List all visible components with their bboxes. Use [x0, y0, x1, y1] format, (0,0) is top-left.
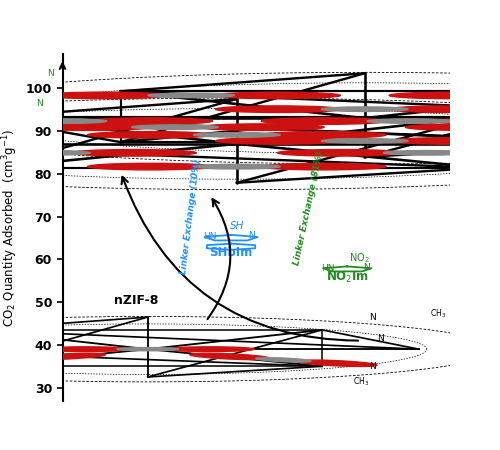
Ellipse shape — [88, 163, 213, 170]
Ellipse shape — [322, 107, 408, 112]
Y-axis label: CO$_2$ Quantity Adsorbed  (cm$^3$g$^{-1}$): CO$_2$ Quantity Adsorbed (cm$^3$g$^{-1}$… — [0, 128, 20, 327]
Text: NO$_2$: NO$_2$ — [348, 251, 369, 265]
Text: Linker Exchange (81%): Linker Exchange (81%) — [292, 150, 325, 266]
Ellipse shape — [216, 138, 341, 144]
Ellipse shape — [199, 124, 324, 130]
Ellipse shape — [215, 92, 340, 99]
Ellipse shape — [190, 353, 270, 360]
Ellipse shape — [261, 131, 386, 138]
Ellipse shape — [261, 163, 386, 170]
Text: SHbIm: SHbIm — [210, 247, 252, 259]
Text: CH$_3$: CH$_3$ — [430, 308, 446, 320]
Ellipse shape — [278, 149, 403, 156]
Ellipse shape — [194, 164, 280, 169]
Text: N: N — [369, 362, 376, 371]
Ellipse shape — [26, 353, 106, 360]
Text: nZIF-8: nZIF-8 — [114, 294, 158, 307]
Ellipse shape — [132, 125, 218, 130]
Ellipse shape — [0, 358, 40, 362]
Text: HN: HN — [321, 264, 334, 273]
Text: N: N — [46, 69, 54, 78]
Text: Linker Exchange (10%): Linker Exchange (10%) — [179, 158, 202, 275]
Text: N: N — [369, 313, 376, 322]
Ellipse shape — [216, 106, 341, 112]
Ellipse shape — [42, 92, 167, 99]
Ellipse shape — [41, 347, 130, 351]
Ellipse shape — [256, 358, 311, 362]
Ellipse shape — [495, 93, 500, 98]
Ellipse shape — [388, 138, 500, 144]
Ellipse shape — [4, 151, 90, 155]
Ellipse shape — [194, 133, 280, 137]
Ellipse shape — [434, 118, 500, 124]
Text: NO$_2$Im: NO$_2$Im — [326, 270, 369, 285]
Text: N: N — [36, 99, 43, 108]
Text: N: N — [377, 334, 384, 343]
Ellipse shape — [88, 131, 213, 138]
Text: SH: SH — [230, 221, 244, 231]
Text: N: N — [248, 231, 254, 240]
Ellipse shape — [71, 149, 196, 156]
Ellipse shape — [296, 360, 377, 366]
Ellipse shape — [388, 106, 500, 112]
Text: HN: HN — [203, 232, 216, 241]
Ellipse shape — [389, 92, 500, 99]
Ellipse shape — [26, 124, 151, 130]
Ellipse shape — [367, 119, 454, 123]
Ellipse shape — [384, 151, 470, 155]
Ellipse shape — [450, 149, 500, 156]
Text: N: N — [364, 263, 370, 272]
Ellipse shape — [261, 118, 386, 124]
Ellipse shape — [406, 124, 500, 130]
Ellipse shape — [322, 139, 408, 143]
Ellipse shape — [0, 118, 40, 124]
Ellipse shape — [148, 93, 234, 98]
Ellipse shape — [0, 149, 23, 156]
Ellipse shape — [20, 119, 106, 123]
Text: CH$_3$: CH$_3$ — [353, 375, 369, 387]
Ellipse shape — [165, 347, 254, 351]
Ellipse shape — [117, 347, 178, 351]
Ellipse shape — [87, 118, 212, 124]
